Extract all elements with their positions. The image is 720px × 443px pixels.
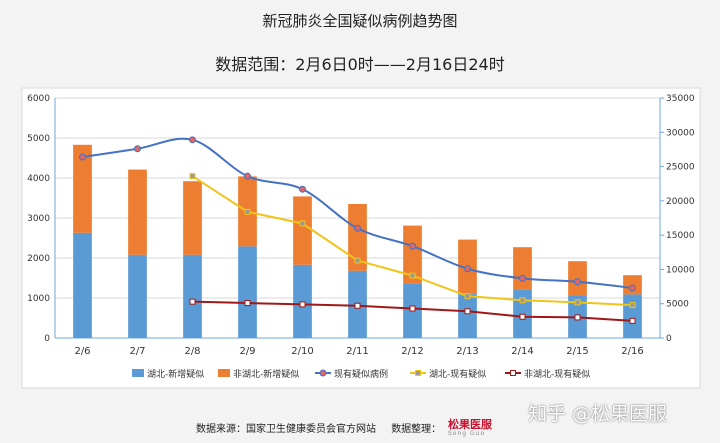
x-tick-label: 2/8 bbox=[184, 346, 200, 357]
y-right-tick-label: 30000 bbox=[666, 128, 695, 138]
y-left-tick-label: 5000 bbox=[27, 134, 50, 144]
legend-label: 现有疑似病例 bbox=[334, 368, 388, 380]
legend-label: 非湖北-现有疑似 bbox=[524, 368, 590, 380]
line-point bbox=[519, 274, 526, 282]
x-tick-label: 2/6 bbox=[74, 346, 90, 357]
y-left-tick-label: 1000 bbox=[27, 294, 50, 304]
logo-text: 松果医服 bbox=[448, 418, 492, 431]
bar bbox=[458, 293, 477, 338]
logo-subtext: Song Guo bbox=[448, 430, 486, 437]
x-tick-label: 2/16 bbox=[621, 346, 643, 357]
data-compiler-label: 数据整理： bbox=[391, 424, 442, 435]
line-point bbox=[134, 145, 141, 153]
line-point bbox=[189, 173, 196, 180]
line-point bbox=[464, 308, 471, 315]
line-point bbox=[244, 172, 251, 180]
y-right-tick-label: 0 bbox=[666, 334, 672, 344]
bar bbox=[623, 294, 642, 338]
line-point bbox=[244, 208, 251, 215]
bar bbox=[73, 232, 92, 338]
x-tick-label: 2/10 bbox=[291, 346, 313, 357]
line-point bbox=[189, 136, 196, 144]
bar bbox=[238, 246, 257, 338]
line-point bbox=[354, 224, 361, 232]
bar bbox=[348, 204, 367, 271]
x-tick-label: 2/11 bbox=[346, 346, 368, 357]
line-point bbox=[464, 265, 471, 273]
legend-marker bbox=[415, 370, 421, 376]
line-point bbox=[299, 301, 306, 308]
line-point bbox=[464, 293, 471, 300]
legend-label: 湖北-现有疑似 bbox=[429, 368, 486, 380]
y-right-tick-label: 35000 bbox=[666, 94, 695, 104]
x-tick-label: 2/12 bbox=[401, 346, 423, 357]
legend-marker bbox=[319, 369, 327, 377]
line-point bbox=[299, 185, 306, 193]
legend-marker bbox=[510, 370, 516, 376]
footer: 数据来源：国家卫生健康委员会官方网站 数据整理： bbox=[196, 420, 445, 435]
bar bbox=[73, 144, 92, 233]
line-point bbox=[574, 314, 581, 321]
y-right-tick-label: 10000 bbox=[666, 265, 695, 275]
line-point bbox=[574, 278, 581, 286]
line-point bbox=[354, 302, 361, 309]
y-left-tick-label: 4000 bbox=[27, 174, 50, 184]
chart-subtitle: 数据范围：2月6日0时——2月16日24时 bbox=[215, 55, 505, 74]
y-right-tick-label: 15000 bbox=[666, 231, 695, 241]
zhihu-watermark: 知乎 @松果医服 bbox=[528, 403, 668, 425]
x-tick-label: 2/15 bbox=[566, 346, 588, 357]
line-point bbox=[409, 305, 416, 312]
legend-label: 湖北-新增疑似 bbox=[147, 368, 204, 380]
line-point bbox=[519, 313, 526, 320]
y-left-tick-label: 3000 bbox=[27, 214, 50, 224]
bar bbox=[183, 254, 202, 338]
line-point bbox=[79, 153, 86, 161]
chart-title: 新冠肺炎全国疑似病例趋势图 bbox=[262, 12, 458, 30]
x-tick-label: 2/14 bbox=[511, 346, 533, 357]
bar bbox=[513, 247, 532, 290]
line-point bbox=[354, 257, 361, 264]
line-point bbox=[244, 300, 251, 307]
line-point bbox=[519, 297, 526, 304]
legend-label: 非湖北-新增疑似 bbox=[233, 368, 299, 380]
bar bbox=[403, 225, 422, 284]
line-point bbox=[629, 284, 636, 292]
line-point bbox=[409, 272, 416, 279]
bar bbox=[183, 181, 202, 255]
y-left-tick-label: 6000 bbox=[27, 94, 50, 104]
y-left-tick-label: 2000 bbox=[27, 254, 50, 264]
bar bbox=[128, 169, 147, 255]
x-tick-label: 2/7 bbox=[129, 346, 145, 357]
data-source-text: 数据来源：国家卫生健康委员会官方网站 bbox=[196, 424, 376, 435]
bar bbox=[293, 196, 312, 265]
line-point bbox=[189, 298, 196, 305]
line-point bbox=[299, 220, 306, 227]
y-right-tick-label: 5000 bbox=[666, 300, 689, 310]
line-point bbox=[629, 302, 636, 309]
y-right-tick-label: 25000 bbox=[666, 163, 695, 173]
line-point bbox=[574, 299, 581, 306]
line-point bbox=[409, 242, 416, 250]
legend-swatch bbox=[218, 369, 230, 377]
y-left-tick-label: 0 bbox=[44, 334, 50, 344]
x-tick-label: 2/13 bbox=[456, 346, 478, 357]
bar bbox=[128, 254, 147, 338]
line-point bbox=[629, 317, 636, 324]
x-tick-label: 2/9 bbox=[239, 346, 255, 357]
legend-swatch bbox=[132, 369, 144, 377]
y-right-tick-label: 20000 bbox=[666, 197, 695, 207]
songguo-logo: 松果医服 Song Guo bbox=[448, 416, 492, 437]
